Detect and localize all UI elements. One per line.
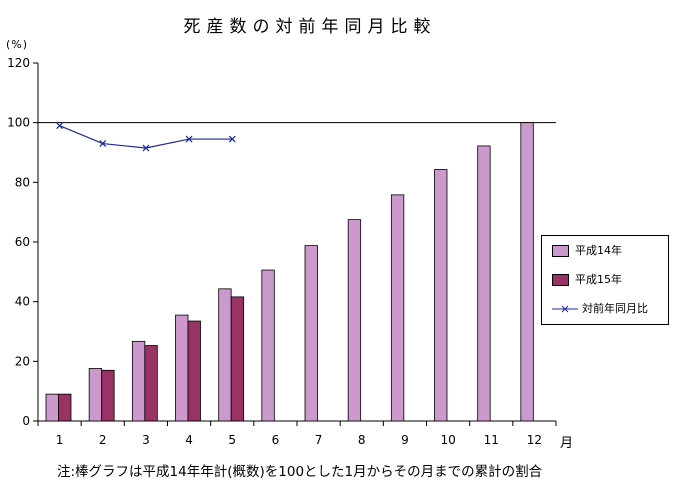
bar-h14 <box>131 340 146 422</box>
legend-item-ratio: 対前年同月比 <box>552 302 648 316</box>
x-tick-label: 7 <box>315 433 323 447</box>
ratio-line <box>59 125 233 149</box>
bar-h14 <box>88 368 103 422</box>
bar-h15 <box>187 320 201 422</box>
x-tick-label: 12 <box>527 433 542 447</box>
bar-h14 <box>434 169 448 422</box>
ratio-point-marker <box>56 122 64 130</box>
x-tick-label: 2 <box>99 433 107 447</box>
x-axis-unit: 月 <box>560 436 574 451</box>
legend-line-marker <box>552 305 578 313</box>
bar-h15 <box>101 369 115 422</box>
x-tick-label: 11 <box>484 433 499 447</box>
x-tick-label: 9 <box>401 433 409 447</box>
ratio-point-marker <box>142 144 150 152</box>
y-tick-label: 60 <box>15 235 30 249</box>
ratio-point-marker <box>228 135 236 143</box>
bar-h14 <box>347 219 362 422</box>
bar-h15 <box>58 393 72 422</box>
x-tick-label: 3 <box>142 433 150 447</box>
x-tick-label: 1 <box>56 433 64 447</box>
y-tick-label: 20 <box>15 354 30 368</box>
legend: 平成14年 平成15年 対前年同月比 <box>541 235 669 325</box>
legend-label-ratio: 対前年同月比 <box>582 302 648 315</box>
bar-h15 <box>144 345 158 422</box>
chart-title: 死産数の対前年同月比較 <box>183 17 437 37</box>
legend-swatch-h14 <box>552 245 569 257</box>
bar-h14 <box>45 393 59 422</box>
bar-h14 <box>218 288 232 422</box>
x-tick-label: 5 <box>228 433 236 447</box>
y-tick-label: 80 <box>15 175 30 189</box>
y-tick-label: 120 <box>7 56 30 70</box>
ratio-point-marker <box>99 140 107 147</box>
legend-item-h15: 平成15年 <box>552 273 622 287</box>
legend-swatch-h15 <box>552 274 569 286</box>
y-tick-label: 0 <box>22 414 30 428</box>
legend-label-h14: 平成14年 <box>575 244 622 257</box>
bar-h14 <box>477 145 491 422</box>
y-axis-unit: (%) <box>6 38 29 51</box>
legend-item-h14: 平成14年 <box>552 244 622 258</box>
y-tick-label: 40 <box>15 295 30 309</box>
x-tick-label: 6 <box>272 433 280 447</box>
bar-h14 <box>304 245 318 422</box>
bar-h15 <box>230 296 245 422</box>
x-tick-label: 10 <box>440 433 455 447</box>
bar-h14 <box>175 314 189 422</box>
x-tick-label: 8 <box>358 433 366 447</box>
legend-label-h15: 平成15年 <box>575 273 622 286</box>
bar-h14 <box>390 194 405 422</box>
chart-note: 注:棒グラフは平成14年年計(概数)を100とした1月からその月までの累計の割合 <box>57 464 543 480</box>
y-tick-label: 100 <box>7 116 30 130</box>
bar-h14 <box>520 122 534 422</box>
bar-h14 <box>261 269 275 422</box>
ratio-point-marker <box>185 135 193 143</box>
x-tick-label: 4 <box>185 433 193 447</box>
